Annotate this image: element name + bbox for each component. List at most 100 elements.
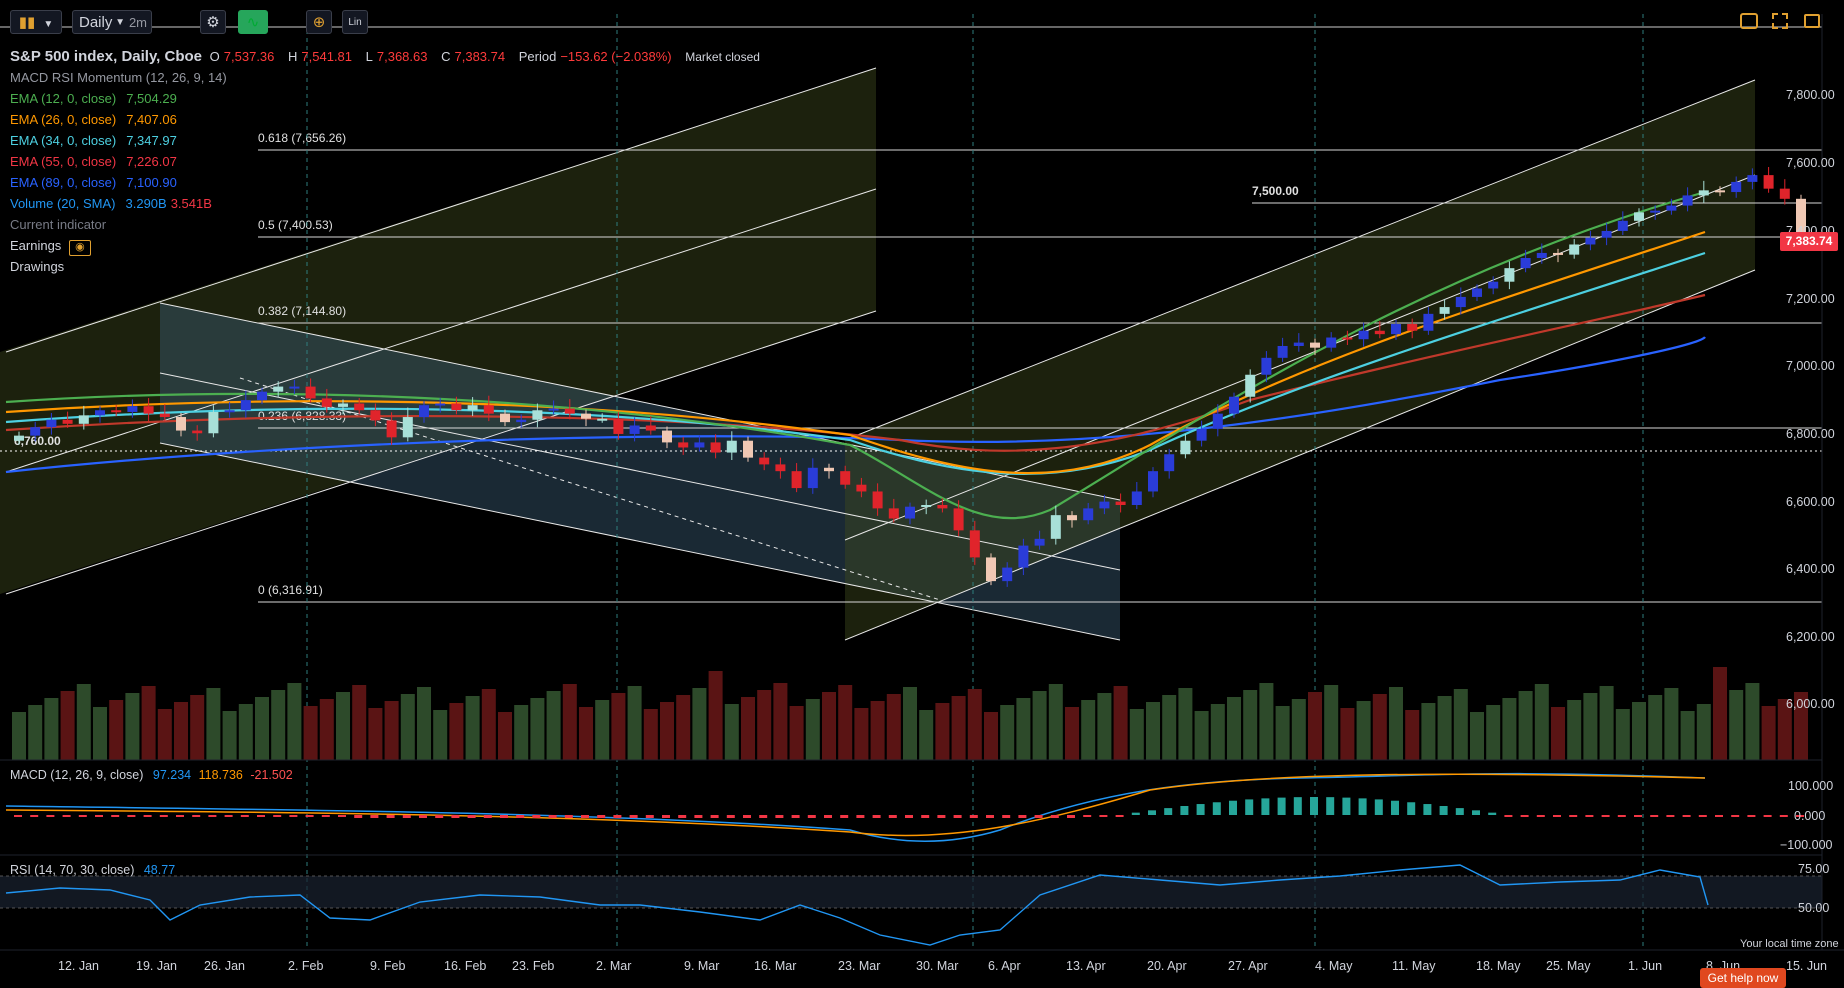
volume-bar <box>1097 693 1112 760</box>
candle-body <box>1002 567 1013 582</box>
candle-body <box>1245 374 1256 397</box>
macd-hist-bar <box>1391 800 1399 815</box>
candle-body <box>840 471 851 485</box>
candle-body <box>95 410 105 416</box>
macd-label[interactable]: MACD (12, 26, 9, close) <box>10 768 144 782</box>
settings-button[interactable]: ⚙ <box>200 10 226 34</box>
macd-hist-bar <box>1763 815 1772 817</box>
local-time-label[interactable]: Your local time zone <box>1740 938 1839 950</box>
scale-label: Lin <box>348 17 362 28</box>
time-tick: 2. Mar <box>596 959 631 973</box>
macd-hist-bar <box>694 815 703 818</box>
volume-bar <box>1599 686 1614 760</box>
volume-bar <box>919 710 934 760</box>
snapshot-icon[interactable] <box>1804 14 1820 28</box>
macd-hist-bar <box>1747 815 1756 817</box>
macd-hist-bar <box>1067 815 1075 818</box>
macd-hist-bar <box>532 815 541 818</box>
volume-bar <box>190 695 205 760</box>
macd-hist-bar <box>953 815 962 818</box>
interval-label: Daily <box>79 14 113 31</box>
hline-label-6760: 6,760.00 <box>14 434 61 448</box>
candle-body <box>1650 210 1661 213</box>
volume-bar <box>12 712 26 760</box>
volume-bar <box>238 704 253 760</box>
drawings-row[interactable]: Drawings <box>10 259 65 274</box>
macd-hist-bar <box>1569 815 1578 817</box>
indicator-row[interactable]: EMA (89, 0, close) 7,100.90 <box>10 172 764 193</box>
eye-icon[interactable]: ◉ <box>68 240 91 256</box>
rsi-label[interactable]: RSI (14, 70, 30, close) <box>10 863 135 877</box>
macd-hist-bar <box>1488 812 1497 815</box>
candle-body <box>435 403 446 406</box>
macd-hist-bar <box>759 815 768 818</box>
volume-bar <box>773 683 788 760</box>
indicator-row[interactable]: EMA (26, 0, close) 7,407.06 <box>10 109 764 130</box>
macd-hist-bar <box>143 815 152 817</box>
candle-body <box>370 410 381 421</box>
macd-hist-bar <box>1423 804 1432 815</box>
volume-bar <box>660 702 674 760</box>
volume-bar <box>1745 683 1760 760</box>
fib-labels: 0.618 (7,656.26) 0.5 (7,400.53) 0.382 (7… <box>14 131 1299 597</box>
volume-bar <box>481 689 496 760</box>
open-value: 7,537.36 <box>223 49 275 64</box>
macd-hist-bar <box>613 815 622 818</box>
candle-body <box>564 408 575 414</box>
macd-hist-bar <box>1634 815 1642 817</box>
ema-89-line <box>5 336 1706 474</box>
help-button[interactable]: Get help now <box>1700 968 1786 988</box>
candle-body <box>1536 252 1547 259</box>
candle-body <box>467 405 478 411</box>
candle-body <box>1763 175 1774 189</box>
macd-hist-bar <box>1536 815 1545 817</box>
indicator-row[interactable]: EMA (55, 0, close) 7,226.07 <box>10 151 764 172</box>
indicator-row[interactable]: MACD RSI Momentum (12, 26, 9, 14) <box>10 67 764 88</box>
candle-body <box>1148 471 1158 492</box>
volume-group <box>12 667 1808 760</box>
crosshair-button[interactable]: ⊕ <box>306 10 332 34</box>
interval-dropdown[interactable]: Daily ▼ 2m <box>72 10 152 34</box>
volume-bar <box>1389 687 1403 760</box>
macd-hist-bar <box>1277 797 1286 815</box>
candle-body <box>159 413 170 418</box>
macd-hist-bar <box>1374 799 1383 815</box>
volume-bar <box>1227 697 1241 760</box>
volume-bar <box>1162 695 1177 760</box>
chart-type-button[interactable]: ▮▮ ▼ <box>10 10 62 34</box>
volume-bar <box>1405 710 1420 760</box>
candle-body <box>14 435 24 441</box>
macd-hist-bar <box>775 815 784 818</box>
candle-body <box>872 491 883 509</box>
volume-bar <box>1729 690 1744 760</box>
macd-hist-bar <box>1455 808 1464 815</box>
macd-hist-bar <box>662 815 670 818</box>
candle-body <box>1212 413 1223 429</box>
macd-hist-bar <box>872 815 881 818</box>
price-axis[interactable]: 7,800.00 7,600.00 7,400.00 7,200.00 7,00… <box>1780 88 1835 915</box>
camera-icon[interactable] <box>1740 13 1758 29</box>
volume-bar <box>1632 702 1646 760</box>
volume-bar <box>206 688 221 760</box>
volume-bar <box>1664 688 1679 760</box>
time-axis[interactable]: 12. Jan 19. Jan 26. Jan 2. Feb 9. Feb 16… <box>58 959 1827 973</box>
fullscreen-icon[interactable] <box>1772 13 1788 29</box>
indicator-row[interactable]: EMA (34, 0, close) 7,347.97 <box>10 130 764 151</box>
time-tick: 6. Apr <box>988 959 1021 973</box>
current-indicator[interactable]: Current indicator <box>10 217 107 232</box>
volume-bar <box>1453 689 1468 760</box>
macd-hist-bar <box>856 815 865 818</box>
time-tick: 11. May <box>1392 959 1436 973</box>
price-tick: 7,600.00 <box>1786 156 1835 170</box>
indicator-row[interactable]: EMA (12, 0, close) 7,504.29 <box>10 88 764 109</box>
volume-bar <box>1340 708 1355 760</box>
macd-hist-bar <box>1180 806 1189 815</box>
macd-hist-bar <box>14 815 22 817</box>
indicator-button[interactable]: ∿ <box>238 10 268 34</box>
earnings-row[interactable]: Earnings ◉ <box>10 235 764 256</box>
candle-body <box>791 471 802 489</box>
symbol-title[interactable]: S&P 500 index, Daily, Cboe <box>10 48 203 65</box>
scale-button[interactable]: Lin <box>342 10 368 34</box>
indicator-row[interactable]: Volume (20, SMA) 3.290B 3.541B <box>10 193 764 214</box>
